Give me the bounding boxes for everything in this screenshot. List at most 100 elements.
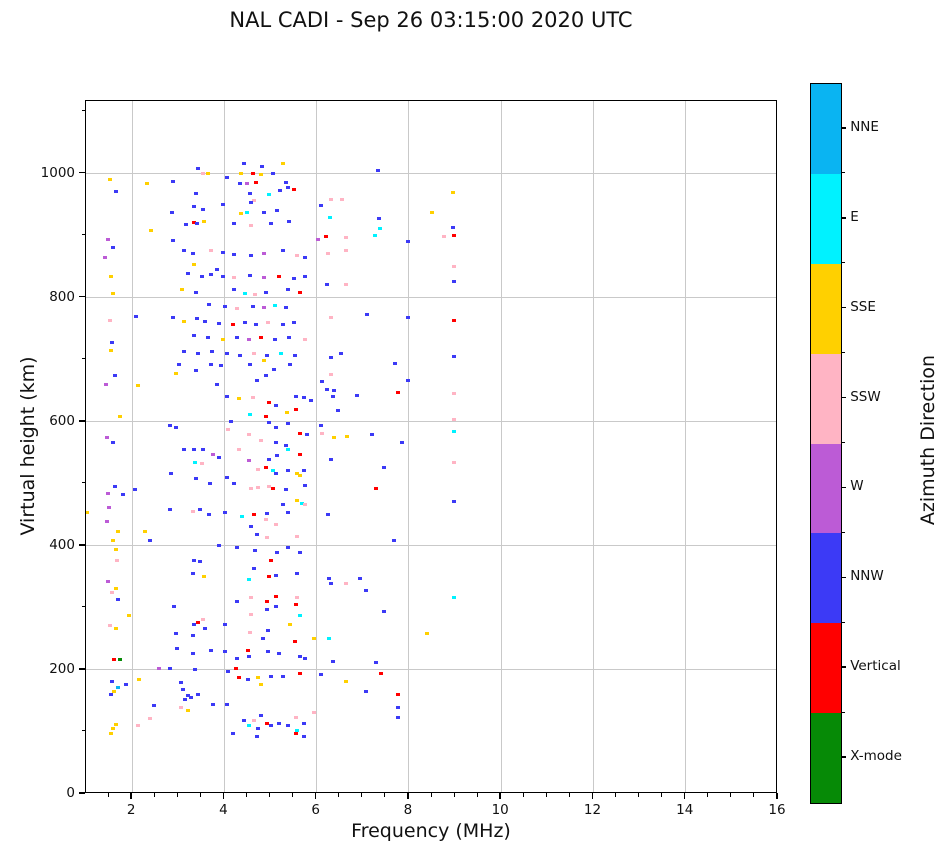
scatter-point <box>281 162 286 166</box>
scatter-point <box>148 716 153 720</box>
scatter-point <box>274 454 279 458</box>
scatter-point <box>243 320 248 324</box>
y-gridline <box>86 545 776 547</box>
scatter-point <box>292 354 297 358</box>
colorbar-boundary-tick <box>841 262 846 264</box>
scatter-point <box>108 692 113 696</box>
scatter-point <box>267 193 272 197</box>
scatter-point <box>396 391 401 395</box>
scatter-point <box>192 558 197 562</box>
scatter-point <box>343 283 348 287</box>
scatter-point <box>298 291 303 295</box>
scatter-point <box>192 334 197 338</box>
scatter-point <box>294 499 299 503</box>
scatter-point <box>199 275 204 279</box>
scatter-point <box>167 666 172 670</box>
scatter-point <box>281 503 286 507</box>
scatter-point <box>274 574 279 578</box>
scatter-point <box>254 533 259 537</box>
scatter-point <box>196 692 201 696</box>
y-axis-label: Virtual height (km) <box>17 356 39 536</box>
x-minor-tick <box>292 793 294 797</box>
colorbar-segment-ssw <box>811 353 841 444</box>
scatter-point <box>270 469 275 473</box>
scatter-point <box>182 448 187 452</box>
scatter-point <box>339 352 344 355</box>
scatter-point <box>267 485 272 489</box>
scatter-point <box>110 441 115 445</box>
scatter-point <box>261 637 266 641</box>
scatter-point <box>319 432 324 436</box>
scatter-point <box>328 373 333 377</box>
scatter-point <box>191 252 196 256</box>
scatter-point <box>311 637 316 641</box>
scatter-point <box>263 374 268 378</box>
scatter-point <box>252 718 257 722</box>
x-minor-tick <box>453 793 455 797</box>
x-gridline <box>316 101 318 792</box>
scatter-point <box>245 678 250 682</box>
scatter-point <box>259 683 264 687</box>
scatter-point <box>452 461 457 465</box>
scatter-point <box>251 352 256 355</box>
scatter-point <box>246 433 251 437</box>
y-gridline <box>86 297 776 299</box>
x-major-tick <box>314 793 317 799</box>
scatter-point <box>326 252 331 256</box>
y-tick-label: 400 <box>49 536 75 553</box>
scatter-point <box>256 486 261 490</box>
scatter-point <box>278 188 283 192</box>
scatter-point <box>373 234 378 238</box>
y-tick-label: 0 <box>66 785 75 801</box>
scatter-point <box>302 656 307 660</box>
scatter-point <box>170 239 175 243</box>
scatter-point <box>248 413 253 417</box>
scatter-point <box>202 575 207 579</box>
scatter-point <box>328 316 333 320</box>
scatter-point <box>217 456 222 460</box>
scatter-point <box>245 648 250 652</box>
scatter-point <box>298 474 303 478</box>
scatter-point <box>220 250 225 254</box>
y-gridline <box>86 421 776 423</box>
scatter-point <box>167 508 172 512</box>
scatter-point <box>294 472 299 476</box>
scatter-point <box>283 444 288 448</box>
scatter-point <box>203 320 208 324</box>
scatter-point <box>111 245 116 249</box>
scatter-point <box>182 320 187 324</box>
scatter-point <box>201 448 206 452</box>
y-major-tick <box>79 668 85 670</box>
scatter-point <box>118 415 123 419</box>
chart-title: NAL CADI - Sep 26 03:15:00 2020 UTC <box>229 8 633 32</box>
scatter-point <box>232 253 237 257</box>
scatter-point <box>245 182 249 185</box>
scatter-point <box>319 379 324 383</box>
colorbar-tick-label: E <box>850 208 859 225</box>
scatter-point <box>302 396 307 400</box>
scatter-point <box>272 368 277 372</box>
x-gridline <box>685 101 687 792</box>
scatter-point <box>286 422 291 426</box>
scatter-point <box>191 571 196 575</box>
scatter-point <box>298 614 303 618</box>
scatter-point <box>286 186 291 190</box>
scatter-point <box>327 577 332 581</box>
scatter-point <box>217 544 222 548</box>
scatter-point <box>196 620 201 624</box>
scatter-point <box>281 249 286 253</box>
scatter-point <box>267 458 272 462</box>
scatter-point <box>451 191 456 195</box>
scatter-point <box>106 580 111 584</box>
scatter-point <box>202 219 207 223</box>
scatter-point <box>113 587 118 591</box>
scatter-point <box>331 389 336 393</box>
scatter-point <box>191 633 196 637</box>
scatter-point <box>246 578 251 582</box>
scatter-point <box>197 508 202 512</box>
scatter-point <box>249 201 254 205</box>
scatter-point <box>189 696 194 700</box>
scatter-point <box>406 379 411 383</box>
scatter-point <box>209 648 214 652</box>
scatter-point <box>224 176 229 180</box>
